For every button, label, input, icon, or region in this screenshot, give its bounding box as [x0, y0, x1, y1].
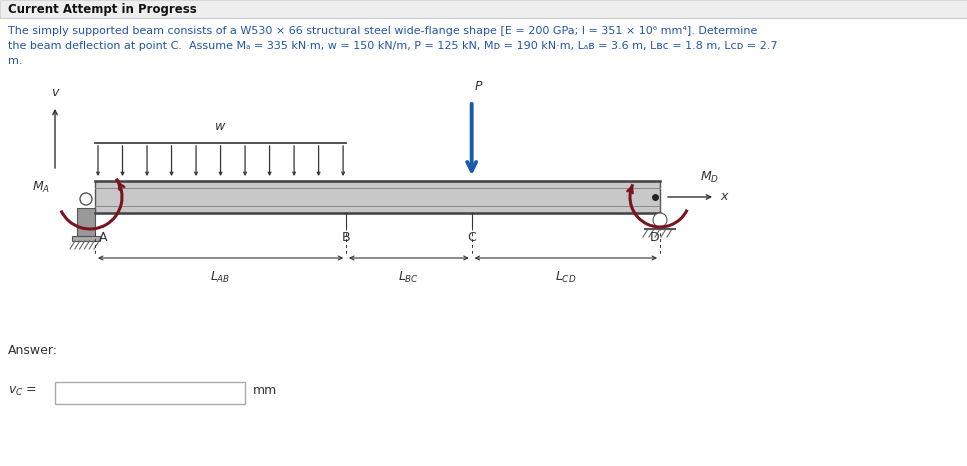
Bar	[95, 181, 660, 213]
Text: w: w	[216, 120, 225, 133]
Bar	[72, 236, 100, 241]
Text: $M_A$: $M_A$	[32, 179, 50, 194]
Text: mm: mm	[253, 384, 278, 397]
Circle shape	[653, 213, 667, 227]
Bar	[0, 0, 967, 18]
Text: x: x	[720, 191, 727, 204]
Text: B: B	[341, 231, 350, 244]
Text: D: D	[650, 231, 659, 244]
Text: A: A	[99, 231, 107, 244]
Text: Current Attempt in Progress: Current Attempt in Progress	[8, 2, 196, 15]
Text: the beam deflection at point C.  Assume Mₐ = 335 kN·m, w = 150 kN/m, P = 125 kN,: the beam deflection at point C. Assume M…	[8, 41, 777, 51]
Text: Answer:: Answer:	[8, 344, 58, 357]
Text: $L_{BC}$: $L_{BC}$	[398, 270, 420, 285]
Text: $L_{CD}$: $L_{CD}$	[555, 270, 576, 285]
Bar	[55, 382, 245, 404]
Circle shape	[80, 193, 92, 205]
Text: The simply supported beam consists of a W530 × 66 structural steel wide-flange s: The simply supported beam consists of a …	[8, 26, 757, 36]
Text: C: C	[467, 231, 476, 244]
Text: P: P	[475, 80, 483, 93]
Text: v: v	[51, 86, 59, 99]
Bar	[77, 208, 95, 236]
Text: $M_D$: $M_D$	[700, 170, 719, 185]
Text: $L_{AB}$: $L_{AB}$	[211, 270, 231, 285]
Text: $v_C$ =: $v_C$ =	[8, 384, 37, 397]
Text: m.: m.	[8, 56, 22, 66]
